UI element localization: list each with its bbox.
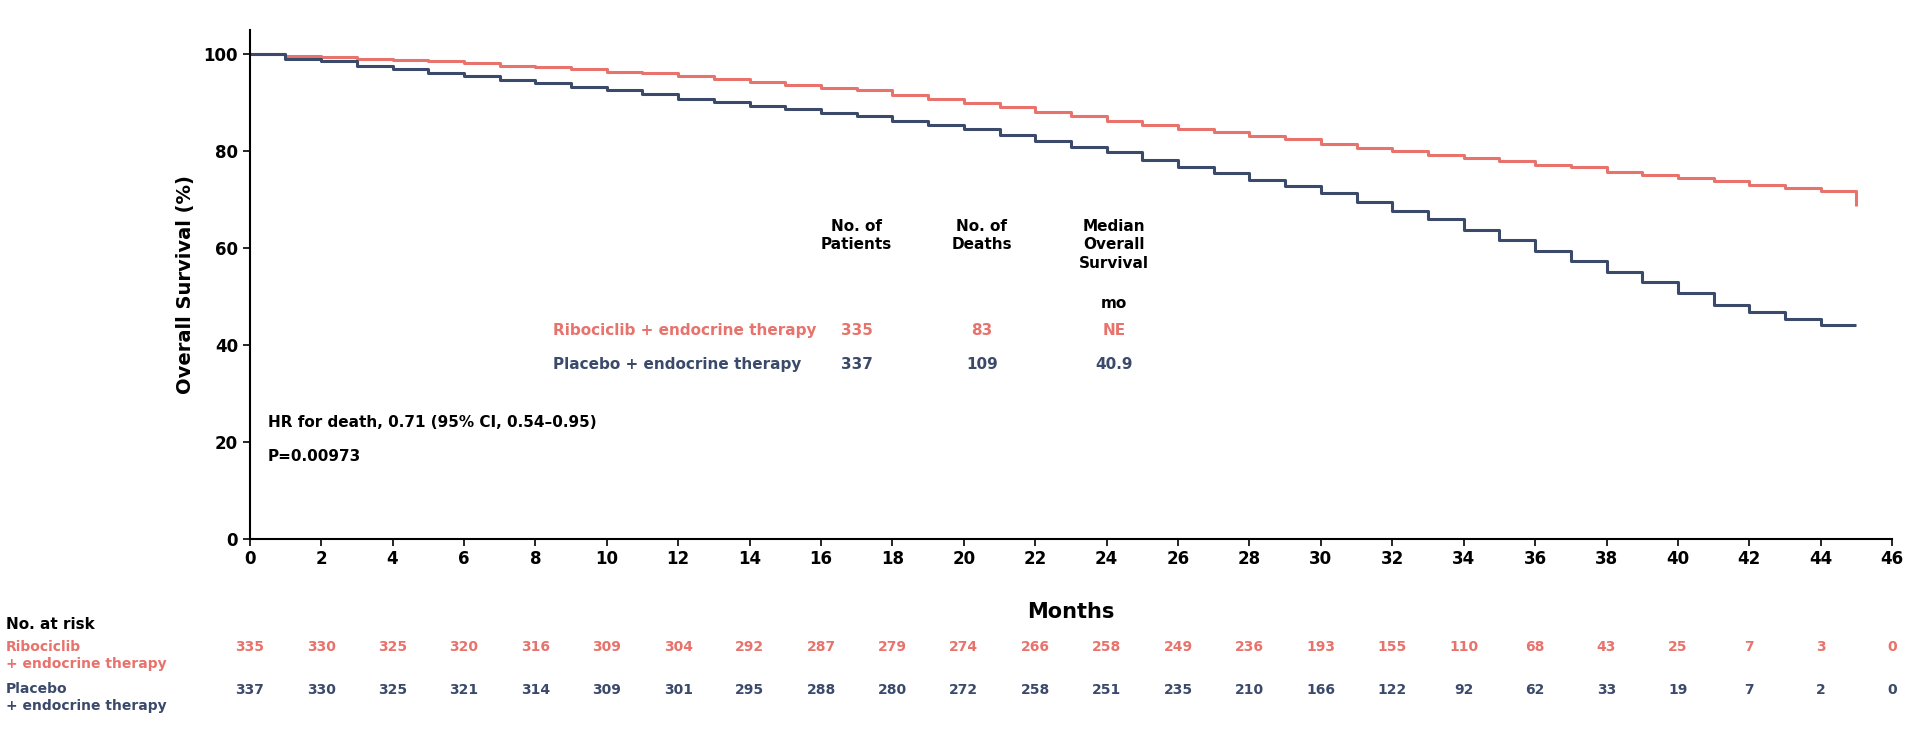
Text: Months: Months [1028, 602, 1114, 622]
Text: 279: 279 [878, 640, 907, 654]
Text: 83: 83 [972, 322, 993, 338]
Text: 287: 287 [807, 640, 836, 654]
Text: 7: 7 [1744, 683, 1754, 696]
Text: NE: NE [1103, 322, 1126, 338]
Text: 274: 274 [949, 640, 978, 654]
Text: Median
Overall
Survival: Median Overall Survival [1080, 219, 1149, 271]
Text: 19: 19 [1667, 683, 1689, 696]
Text: 236: 236 [1235, 640, 1264, 654]
Text: 110: 110 [1448, 640, 1479, 654]
Text: 0: 0 [1886, 683, 1898, 696]
Text: 295: 295 [736, 683, 765, 696]
Text: 330: 330 [307, 683, 336, 696]
Text: 109: 109 [966, 357, 997, 372]
Text: 43: 43 [1596, 640, 1616, 654]
Text: 266: 266 [1020, 640, 1049, 654]
Text: No. at risk: No. at risk [6, 617, 94, 632]
Text: 316: 316 [521, 640, 549, 654]
Text: 314: 314 [521, 683, 549, 696]
Text: 325: 325 [378, 640, 407, 654]
Text: 251: 251 [1091, 683, 1122, 696]
Text: 325: 325 [378, 683, 407, 696]
Text: 335: 335 [841, 322, 872, 338]
Y-axis label: Overall Survival (%): Overall Survival (%) [177, 175, 196, 393]
Text: 249: 249 [1164, 640, 1193, 654]
Text: 280: 280 [878, 683, 907, 696]
Text: 272: 272 [949, 683, 978, 696]
Text: 0: 0 [1886, 640, 1898, 654]
Text: 155: 155 [1377, 640, 1406, 654]
Text: 166: 166 [1306, 683, 1335, 696]
Text: P=0.00973: P=0.00973 [267, 449, 361, 464]
Text: HR for death, 0.71 (95% CI, 0.54–0.95): HR for death, 0.71 (95% CI, 0.54–0.95) [267, 415, 596, 430]
Text: No. of
Patients: No. of Patients [820, 219, 893, 252]
Text: 210: 210 [1235, 683, 1264, 696]
Text: 258: 258 [1020, 683, 1051, 696]
Text: + endocrine therapy: + endocrine therapy [6, 699, 167, 714]
Text: 292: 292 [736, 640, 765, 654]
Text: No. of
Deaths: No. of Deaths [951, 219, 1012, 252]
Text: 337: 337 [841, 357, 872, 372]
Text: + endocrine therapy: + endocrine therapy [6, 657, 167, 671]
Text: Placebo: Placebo [6, 682, 67, 696]
Text: 62: 62 [1525, 683, 1544, 696]
Text: 330: 330 [307, 640, 336, 654]
Text: 7: 7 [1744, 640, 1754, 654]
Text: Ribociclib: Ribociclib [6, 640, 81, 654]
Text: 3: 3 [1815, 640, 1825, 654]
Text: 320: 320 [450, 640, 478, 654]
Text: 309: 309 [592, 683, 620, 696]
Text: 258: 258 [1091, 640, 1122, 654]
Text: 321: 321 [450, 683, 478, 696]
Text: Placebo + endocrine therapy: Placebo + endocrine therapy [553, 357, 801, 372]
Text: 122: 122 [1377, 683, 1406, 696]
Text: 33: 33 [1596, 683, 1616, 696]
Text: 25: 25 [1667, 640, 1689, 654]
Text: 304: 304 [663, 640, 693, 654]
Text: Ribociclib + endocrine therapy: Ribociclib + endocrine therapy [553, 322, 816, 338]
Text: 309: 309 [592, 640, 620, 654]
Text: 193: 193 [1306, 640, 1335, 654]
Text: 288: 288 [807, 683, 836, 696]
Text: 301: 301 [663, 683, 693, 696]
Text: 92: 92 [1454, 683, 1473, 696]
Text: 40.9: 40.9 [1095, 357, 1133, 372]
Text: 68: 68 [1525, 640, 1544, 654]
Text: 2: 2 [1815, 683, 1825, 696]
Text: 235: 235 [1164, 683, 1193, 696]
Text: 335: 335 [234, 640, 265, 654]
Text: 337: 337 [234, 683, 265, 696]
Text: mo: mo [1101, 296, 1128, 311]
